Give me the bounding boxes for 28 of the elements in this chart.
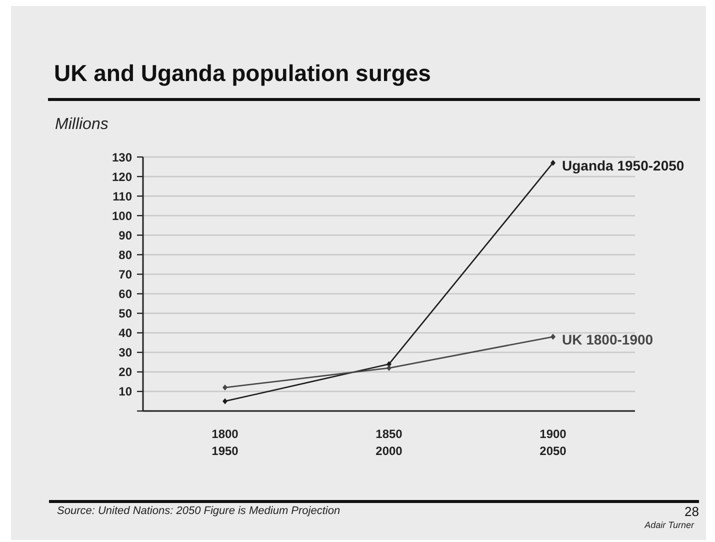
y-tick-label: 70 [118,267,132,282]
y-tick-label: 90 [118,228,132,242]
x-tick-label: 1850 2000 [376,427,403,458]
y-tick-label: 130 [112,150,132,164]
chart-title: UK and Uganda population surges [54,60,431,87]
text: Adair Turner [644,520,694,530]
point [386,365,392,372]
y-tick-label: 110 [112,189,132,204]
y-tick-label: 30 [118,346,132,360]
y-tick-label: 50 [118,306,132,321]
y-tick-label: 10 [118,384,132,399]
y-tick-label: 60 [118,287,132,302]
y-axis-title: Millions [55,116,108,134]
y-tick-label: 20 [118,365,132,380]
x-tick-label: 1800 1950 [212,427,239,458]
series-label: Uganda 1950-2050 [562,158,684,174]
text: 28 [684,504,699,519]
x-tick-label: 1900 2050 [540,427,567,458]
source-note: Source: United Nations: 2050 Figure is Medium Projection [57,505,340,517]
point [222,398,228,404]
y-tick-label: 80 [118,248,132,262]
point [550,334,556,340]
y-tick-label: 100 [112,208,132,223]
point [550,160,556,166]
y-tick-label: 120 [112,170,132,184]
point [222,384,228,391]
series-label: UK 1800-1900 [562,331,654,348]
y-tick-label: 40 [118,326,132,340]
